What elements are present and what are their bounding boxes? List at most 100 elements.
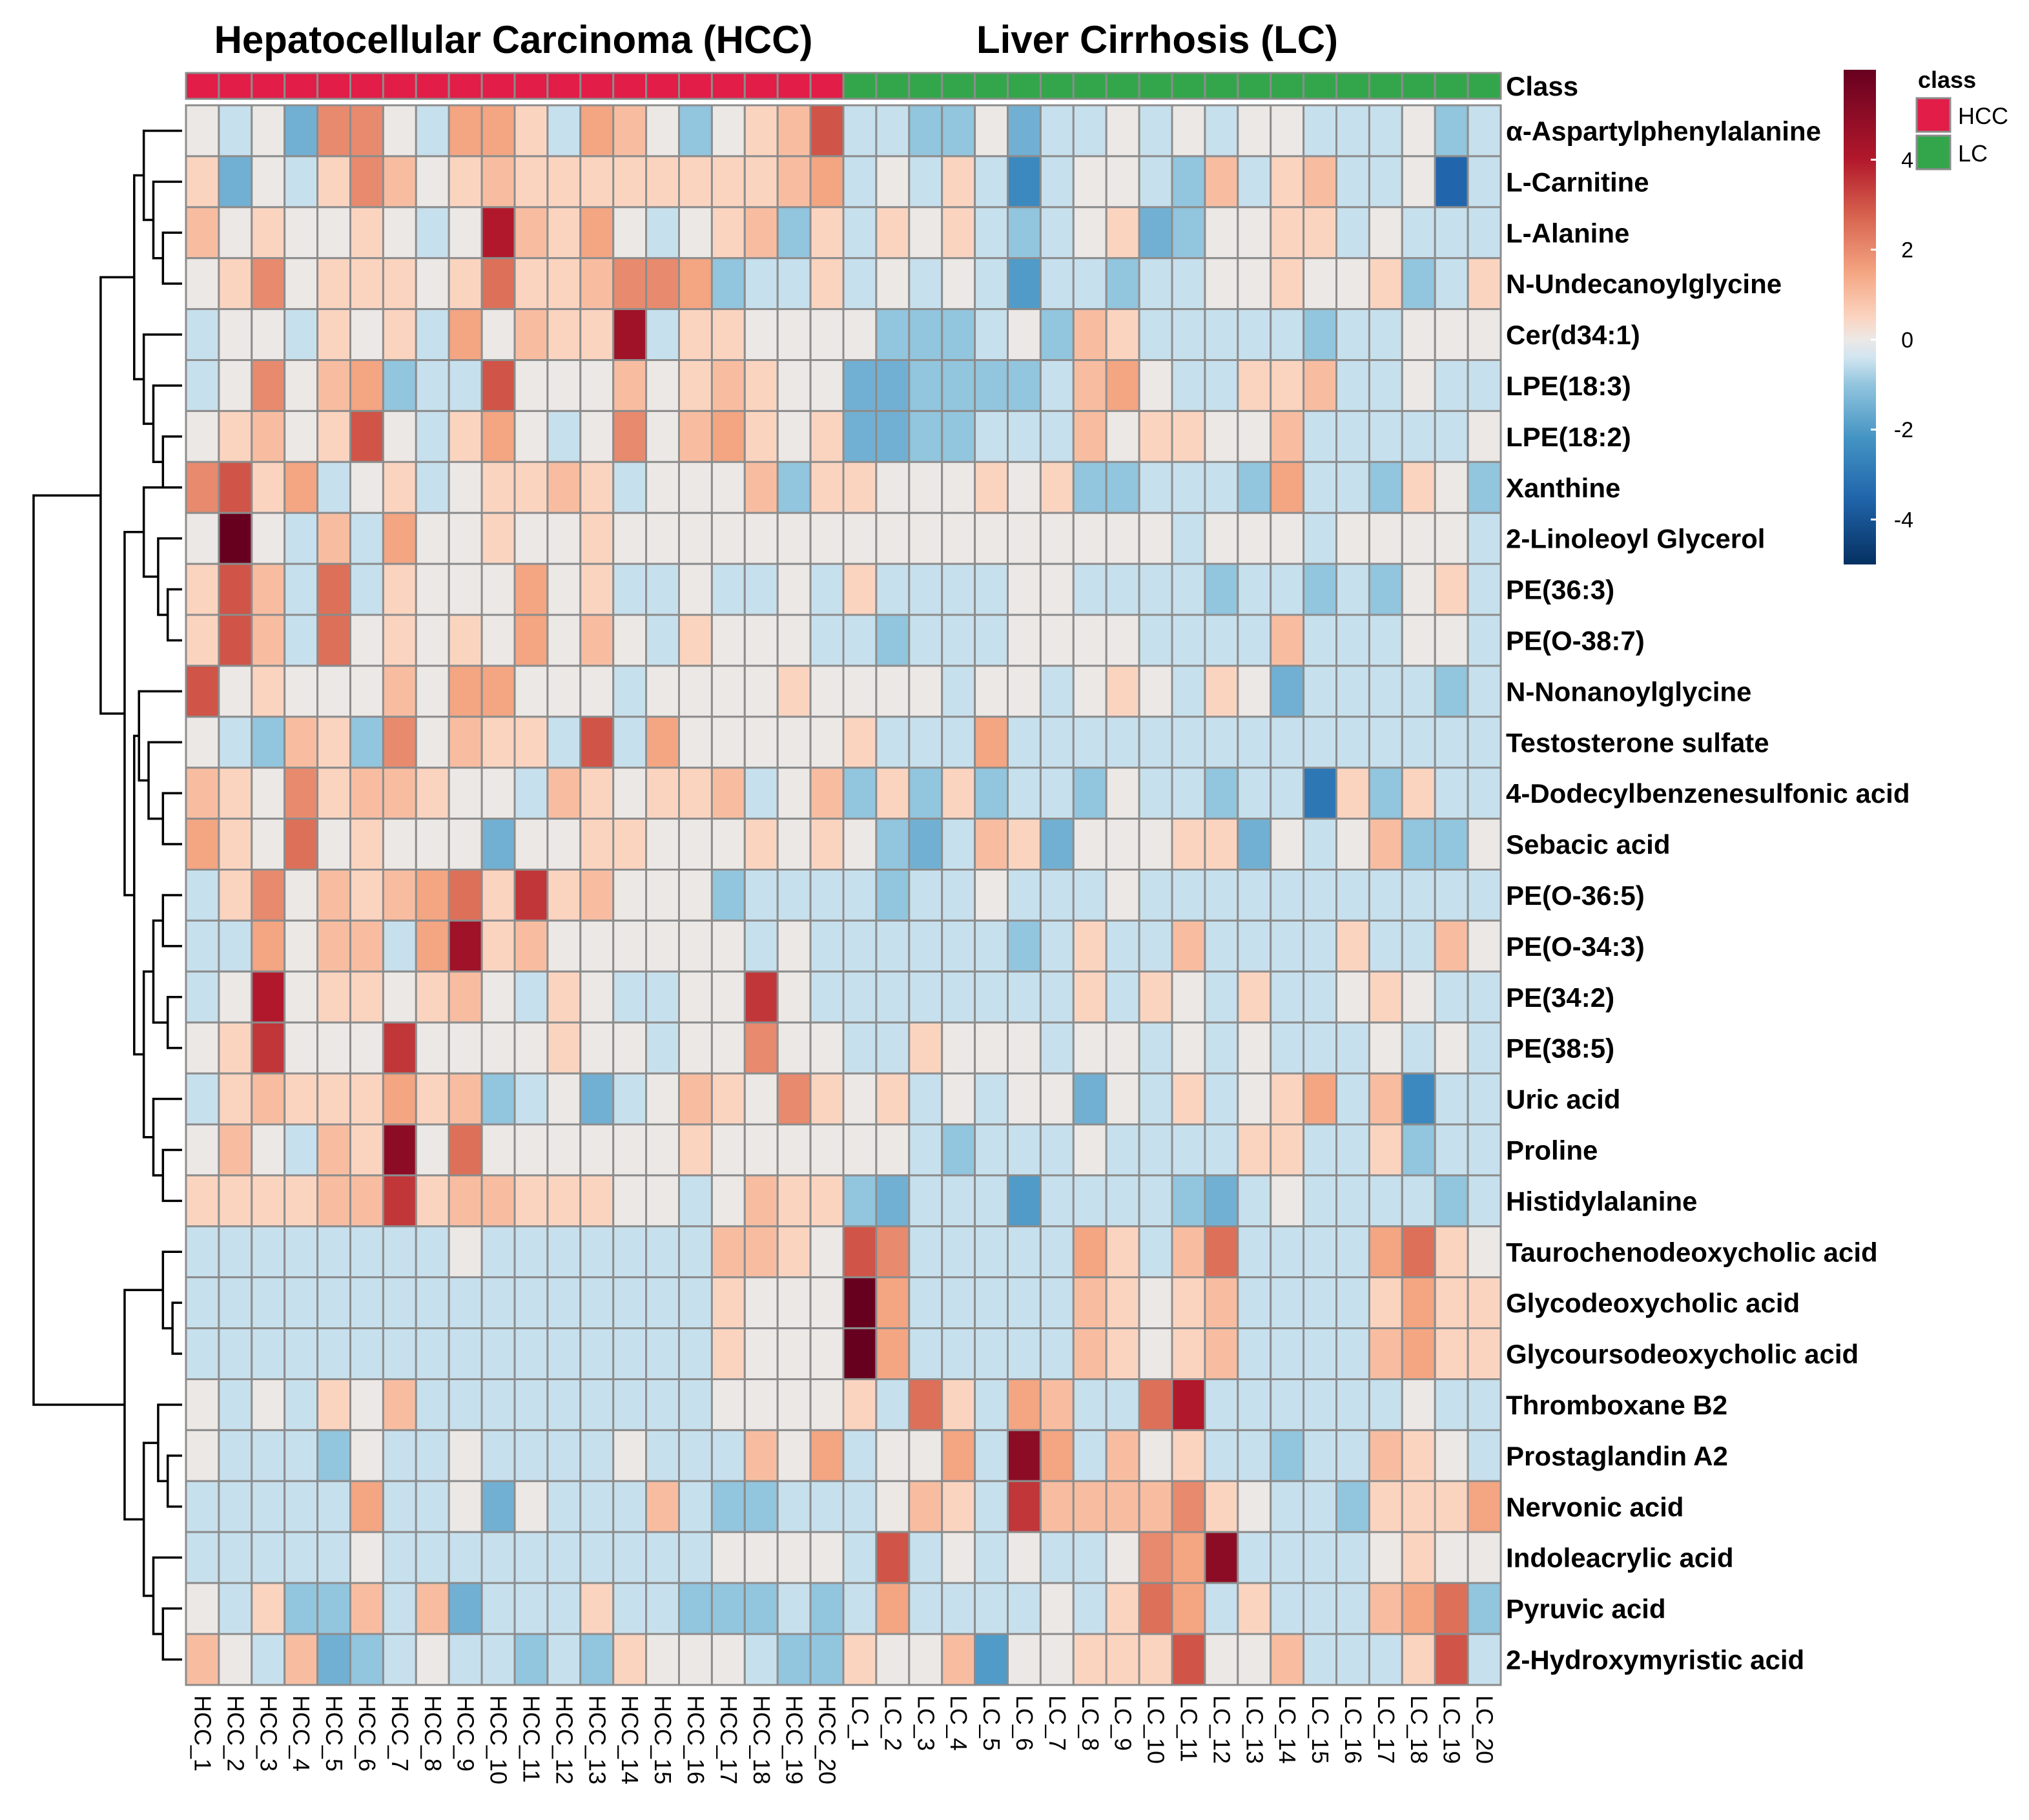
heatmap-cell xyxy=(1368,409,1403,463)
heatmap-cell xyxy=(1368,1582,1403,1635)
heatmap-cell xyxy=(612,1378,648,1431)
heatmap-cell xyxy=(842,104,878,158)
heatmap-cell xyxy=(546,1378,582,1431)
heatmap-cell xyxy=(1467,767,1502,820)
heatmap-cell xyxy=(316,1174,352,1228)
column-label: LC_16 xyxy=(1340,1695,1366,1764)
heatmap-cell xyxy=(1467,1072,1502,1126)
heatmap-cell xyxy=(1007,716,1042,769)
heatmap-cell xyxy=(513,1327,549,1381)
heatmap-cell xyxy=(710,1123,746,1177)
class-cell-LC_4 xyxy=(941,72,976,100)
heatmap-cell xyxy=(1171,359,1206,412)
heatmap-cell xyxy=(513,1378,549,1431)
heatmap-cell xyxy=(1171,614,1206,667)
heatmap-cell xyxy=(1237,155,1272,209)
heatmap-cell xyxy=(1138,1276,1173,1330)
heatmap-cell xyxy=(251,512,286,565)
heatmap-cell xyxy=(1072,1276,1107,1330)
heatmap-cell xyxy=(1270,155,1305,209)
heatmap-cell xyxy=(1138,308,1173,362)
title-lc: Liver Cirrhosis (LC) xyxy=(976,18,1338,61)
heatmap-cell xyxy=(612,869,648,922)
dendrogram-branch xyxy=(142,1442,158,1597)
heatmap-cell xyxy=(974,308,1009,362)
heatmap-cell xyxy=(546,155,582,209)
heatmap-cell xyxy=(809,1225,845,1279)
heatmap-cell xyxy=(1039,1174,1075,1228)
heatmap-cell xyxy=(974,1327,1009,1381)
heatmap-cell xyxy=(1237,104,1272,158)
heatmap-cell xyxy=(875,1633,911,1686)
heatmap-cell xyxy=(645,1072,680,1126)
heatmap-cell xyxy=(1270,460,1305,514)
heatmap-cell xyxy=(612,512,648,565)
heatmap-cell xyxy=(1105,1225,1140,1279)
heatmap-cell xyxy=(480,665,516,718)
heatmap-cell xyxy=(1335,1072,1370,1126)
heatmap-cell xyxy=(546,1276,582,1330)
heatmap-cell xyxy=(612,1072,648,1126)
heatmap-cell xyxy=(1007,970,1042,1024)
heatmap-cell xyxy=(218,767,253,820)
heatmap-cell xyxy=(678,1225,713,1279)
heatmap-cell xyxy=(316,970,352,1024)
heatmap-cell xyxy=(1368,818,1403,871)
heatmap-cell xyxy=(941,563,976,616)
heatmap-cell xyxy=(448,1072,483,1126)
heatmap-cell xyxy=(974,1021,1009,1075)
row-label: Sebacic acid xyxy=(1506,829,1670,860)
heatmap-cell xyxy=(776,1072,812,1126)
heatmap-cell xyxy=(1237,1531,1272,1584)
heatmap-cell xyxy=(415,460,450,514)
column-label: LC_14 xyxy=(1274,1695,1301,1764)
heatmap-cell xyxy=(1204,206,1239,260)
heatmap-cell xyxy=(579,614,615,667)
heatmap-cell xyxy=(513,359,549,412)
heatmap-cell xyxy=(875,257,911,311)
heatmap-cell xyxy=(1467,563,1502,616)
heatmap-cell xyxy=(809,308,845,362)
heatmap-cell xyxy=(480,308,516,362)
heatmap-cell xyxy=(1467,970,1502,1024)
heatmap-cell xyxy=(809,1123,845,1177)
heatmap-cell xyxy=(218,1633,253,1686)
heatmap-cell xyxy=(710,818,746,871)
heatmap-cell xyxy=(480,359,516,412)
heatmap-cell xyxy=(546,1633,582,1686)
heatmap-cell xyxy=(1368,563,1403,616)
heatmap-cell xyxy=(349,1021,384,1075)
heatmap-cell xyxy=(1467,1276,1502,1330)
heatmap-cell xyxy=(678,1633,713,1686)
heatmap-cell xyxy=(382,1072,417,1126)
heatmap-cell xyxy=(842,155,878,209)
heatmap-cell xyxy=(251,257,286,311)
heatmap-cell xyxy=(941,1480,976,1533)
heatmap-cell xyxy=(185,460,220,514)
column-label: HCC_9 xyxy=(453,1695,479,1772)
heatmap-cell xyxy=(678,1429,713,1482)
heatmap-cell xyxy=(1401,1531,1436,1584)
heatmap-cell xyxy=(1204,460,1239,514)
heatmap-cell xyxy=(1467,1480,1502,1533)
heatmap-cell xyxy=(1335,409,1370,463)
heatmap-cell xyxy=(1303,767,1337,820)
heatmap-cell xyxy=(1434,716,1469,769)
heatmap-cell xyxy=(316,919,352,973)
heatmap-cell xyxy=(546,104,582,158)
heatmap-cell xyxy=(1007,665,1042,718)
heatmap-cell xyxy=(546,206,582,260)
heatmap-cell xyxy=(382,716,417,769)
heatmap-cell xyxy=(513,1429,549,1482)
heatmap-cell xyxy=(1171,155,1206,209)
heatmap-cell xyxy=(1072,716,1107,769)
heatmap-cell xyxy=(1105,767,1140,820)
heatmap-cell xyxy=(1467,1021,1502,1075)
heatmap-cell xyxy=(875,1480,911,1533)
heatmap-cell xyxy=(185,614,220,667)
heatmap-cell xyxy=(316,716,352,769)
heatmap-cell xyxy=(1171,460,1206,514)
heatmap-cell xyxy=(1434,767,1469,820)
heatmap-cell xyxy=(448,409,483,463)
row-label: PE(34:2) xyxy=(1506,982,1614,1013)
